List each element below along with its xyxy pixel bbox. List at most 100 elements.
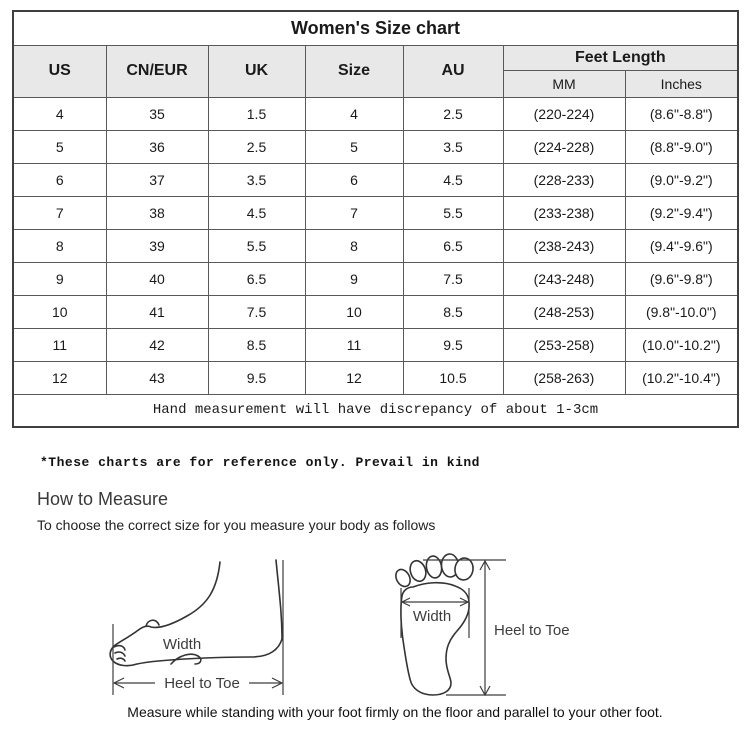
top-heel-to-toe-label: Heel to Toe bbox=[494, 622, 570, 639]
size-cell: 10.5 bbox=[402, 360, 504, 395]
table-row: 12 43 9.5 12 10.5 (258-263) (10.2"-10.4") bbox=[12, 360, 739, 395]
size-cell: 6 bbox=[12, 162, 107, 197]
size-cell: 38 bbox=[105, 195, 209, 230]
table-row: 6 37 3.5 6 4.5 (228-233) (9.0"-9.2") bbox=[12, 162, 739, 197]
column-header-feet-length: Feet Length bbox=[502, 44, 739, 71]
size-cell: 4 bbox=[12, 96, 107, 131]
table-body: 4 35 1.5 4 2.5 (220-224) (8.6"-8.8") 5 36 2.5 5 3.5… bbox=[12, 96, 739, 395]
column-header-cneur: CN/EUR bbox=[105, 44, 209, 98]
table-title-row: Women's Size chart bbox=[12, 10, 739, 46]
size-cell: (233-238) bbox=[502, 195, 626, 230]
table-footnote: Hand measurement will have discrepancy o… bbox=[12, 393, 739, 428]
size-cell: 2.5 bbox=[402, 96, 504, 131]
size-cell: (8.6"-8.8") bbox=[624, 96, 739, 131]
ball-width-curve bbox=[170, 653, 202, 665]
label-backplate bbox=[155, 673, 249, 692]
size-cell: 5 bbox=[12, 129, 107, 164]
size-cell: 4 bbox=[304, 96, 404, 131]
size-cell: 5.5 bbox=[402, 195, 504, 230]
size-cell: 3.5 bbox=[207, 162, 306, 197]
size-cell: (220-224) bbox=[502, 96, 626, 131]
column-header-size: Size bbox=[304, 44, 404, 98]
size-cell: 43 bbox=[105, 360, 209, 395]
size-cell: (9.8"-10.0") bbox=[624, 294, 739, 329]
size-cell: 9.5 bbox=[402, 327, 504, 362]
size-cell: 4.5 bbox=[402, 162, 504, 197]
size-cell: 10 bbox=[12, 294, 107, 329]
column-header-us: US bbox=[12, 44, 107, 98]
table-row: 8 39 5.5 8 6.5 (238-243) (9.4"-9.6") bbox=[12, 228, 739, 263]
size-cell: 6.5 bbox=[402, 228, 504, 263]
size-cell: 8 bbox=[12, 228, 107, 263]
size-cell: 40 bbox=[105, 261, 209, 296]
size-cell: (228-233) bbox=[502, 162, 626, 197]
size-cell: (9.2"-9.4") bbox=[624, 195, 739, 230]
size-cell: 2.5 bbox=[207, 129, 306, 164]
size-cell: (9.6"-9.8") bbox=[624, 261, 739, 296]
side-width-label: Width bbox=[163, 636, 201, 653]
how-to-measure-subtitle: To choose the correct size for you measu… bbox=[37, 517, 436, 533]
footprint-width-arrow bbox=[400, 588, 470, 638]
size-cell: 8.5 bbox=[207, 327, 306, 362]
sole-outline bbox=[400, 581, 470, 696]
size-cell: (9.4"-9.6") bbox=[624, 228, 739, 263]
table-row: 10 41 7.5 10 8.5 (248-253) (9.8"-10.0") bbox=[12, 294, 739, 329]
size-cell: 3.5 bbox=[402, 129, 504, 164]
size-chart-table: Women's Size chart US CN/EUR UK Size AU … bbox=[12, 10, 740, 428]
size-cell: 12 bbox=[12, 360, 107, 395]
size-cell: 9.5 bbox=[207, 360, 306, 395]
footprint-heel-to-toe-arrow bbox=[423, 559, 506, 697]
size-cell: 8.5 bbox=[402, 294, 504, 329]
size-cell: 9 bbox=[12, 261, 107, 296]
size-cell: 39 bbox=[105, 228, 209, 263]
table-header-row: US CN/EUR UK Size AU Feet Length bbox=[12, 44, 739, 98]
table-row: 5 36 2.5 5 3.5 (224-228) (8.8"-9.0") bbox=[12, 129, 739, 164]
heel-to-toe-arrow bbox=[112, 560, 284, 695]
side-heel-to-toe-label: Heel to Toe bbox=[164, 675, 240, 692]
size-cell: 7 bbox=[304, 195, 404, 230]
top-width-label: Width bbox=[413, 608, 451, 625]
size-cell: (253-258) bbox=[502, 327, 626, 362]
size-cell: 12 bbox=[304, 360, 404, 395]
table-title: Women's Size chart bbox=[12, 10, 739, 46]
column-header-uk: UK bbox=[207, 44, 306, 98]
footprint-top-view-diagram: Width Heel to Toe bbox=[395, 553, 570, 697]
size-cell: 5.5 bbox=[207, 228, 306, 263]
table-row: 9 40 6.5 9 7.5 (243-248) (9.6"-9.8") bbox=[12, 261, 739, 296]
reference-note: *These charts are for reference only. Pr… bbox=[40, 455, 480, 470]
size-cell: 42 bbox=[105, 327, 209, 362]
foot-side-view-diagram: Heel to Toe Width bbox=[109, 559, 284, 695]
how-to-measure-title: How to Measure bbox=[37, 489, 169, 509]
size-cell: (10.2"-10.4") bbox=[624, 360, 739, 395]
table-row: 11 42 8.5 11 9.5 (253-258) (10.0"-10.2") bbox=[12, 327, 739, 362]
size-cell: (248-253) bbox=[502, 294, 626, 329]
leg-back-outline bbox=[275, 559, 283, 641]
column-header-inches: Inches bbox=[624, 69, 739, 98]
table-subheader-row: MM Inches bbox=[13, 69, 739, 98]
size-cell: (243-248) bbox=[502, 261, 626, 296]
size-cell: (8.8"-9.0") bbox=[624, 129, 739, 164]
size-cell: (9.0"-9.2") bbox=[624, 162, 739, 197]
size-cell: 6 bbox=[304, 162, 404, 197]
size-cell: (224-228) bbox=[502, 129, 626, 164]
column-header-au: AU bbox=[402, 44, 504, 98]
column-header-mm: MM bbox=[502, 69, 626, 98]
measuring-instruction-caption: Measure while standing with your foot fi… bbox=[127, 704, 663, 720]
size-cell: 4.5 bbox=[207, 195, 306, 230]
instep-bump bbox=[145, 619, 160, 627]
size-cell: 35 bbox=[105, 96, 209, 131]
size-cell: 9 bbox=[304, 261, 404, 296]
toe-lines bbox=[113, 644, 126, 662]
size-cell: (238-243) bbox=[502, 228, 626, 263]
size-cell: 37 bbox=[105, 162, 209, 197]
table-row: 7 38 4.5 7 5.5 (233-238) (9.2"-9.4") bbox=[12, 195, 739, 230]
foot-outline bbox=[109, 561, 283, 667]
size-cell: 41 bbox=[105, 294, 209, 329]
size-cell: 5 bbox=[304, 129, 404, 164]
size-cell: 7.5 bbox=[207, 294, 306, 329]
table-footnote-row: Hand measurement will have discrepancy o… bbox=[12, 393, 739, 428]
size-cell: 11 bbox=[12, 327, 107, 362]
size-cell: (258-263) bbox=[502, 360, 626, 395]
table-row: 4 35 1.5 4 2.5 (220-224) (8.6"-8.8") bbox=[12, 96, 739, 131]
